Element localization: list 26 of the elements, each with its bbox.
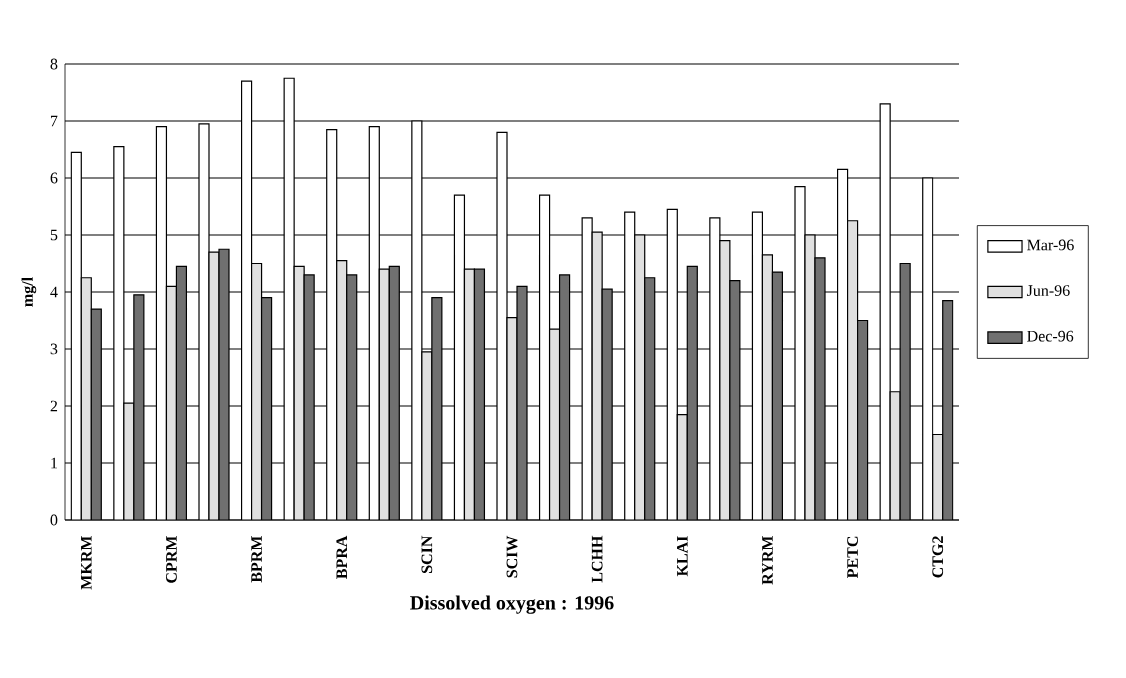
x-tick-label: BPRM: [251, 536, 262, 583]
legend-label: Dec-96: [1027, 330, 1074, 342]
y-tick-label: 5: [50, 229, 58, 241]
x-tick-label: KLAI: [677, 536, 688, 577]
x-tick-label: SCIN: [421, 535, 433, 573]
x-tick-label: BPRA: [336, 535, 348, 579]
x-tick-label: PETC: [847, 536, 858, 578]
y-tick-label: 2: [50, 400, 58, 412]
y-tick-label: 8: [50, 58, 58, 70]
legend-label: Jun-96: [1026, 285, 1070, 296]
x-axis-title: Dissolved oxygen : 1996: [410, 595, 614, 614]
x-tick-label: CPRM: [166, 536, 177, 583]
x-tick-label: SCIW: [506, 535, 518, 578]
bar: [644, 277, 656, 520]
y-tick-label: 6: [50, 172, 58, 184]
x-tick-label: MKRM: [81, 536, 92, 590]
y-tick-label: 3: [50, 343, 58, 355]
x-tick-label: RYRM: [762, 536, 773, 585]
y-axis-title: mg/l: [21, 277, 37, 307]
x-tick-label: LCHH: [591, 535, 603, 583]
y-tick-label: 0: [50, 514, 58, 526]
y-tick-label: 7: [51, 115, 58, 127]
legend-label: Mar-96: [1027, 239, 1074, 251]
x-tick-label: CTG2: [932, 536, 944, 578]
y-tick-label: 1: [51, 457, 57, 469]
y-tick-label: 4: [50, 286, 58, 298]
